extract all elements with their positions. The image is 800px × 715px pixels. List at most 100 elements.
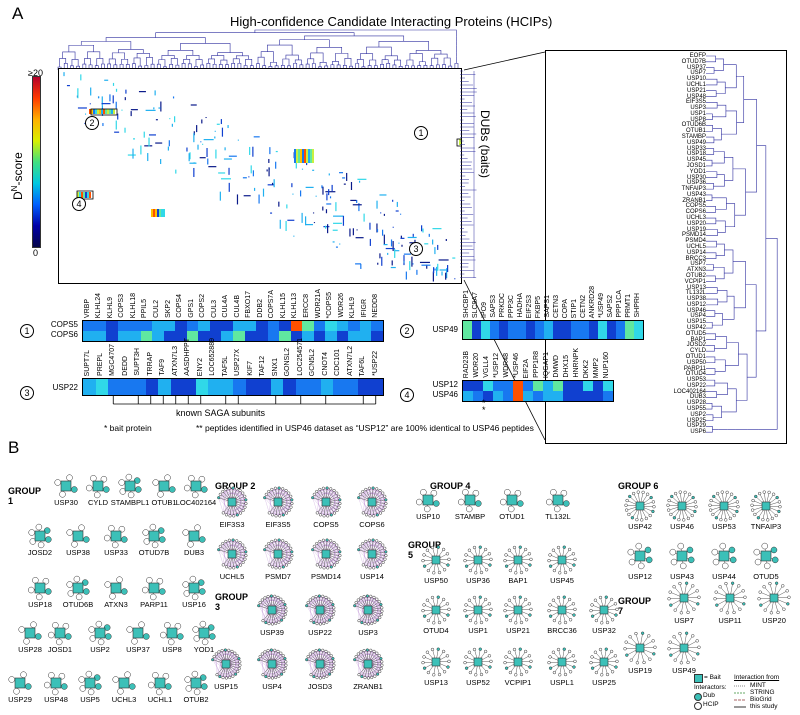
interaction-network: [753, 542, 779, 570]
heatmap-column-label: KIF7: [246, 361, 254, 376]
double-asterisk-mark: * *: [482, 398, 486, 415]
dub-label: USP13: [686, 284, 706, 291]
colorbar-min-label: 0: [33, 248, 39, 258]
interaction-network: [141, 577, 166, 601]
heatmap-cell: [553, 391, 563, 401]
dub-label: USP43: [686, 191, 706, 198]
heatmap-cell: [140, 331, 153, 341]
heatmap-1-marker: 1: [20, 324, 34, 338]
heatmap-cell: [233, 331, 245, 341]
network-label: USP49: [672, 666, 696, 675]
dub-label: OTUD4: [685, 371, 706, 378]
heatmap-column-label: COPA: [561, 298, 569, 318]
panel-a-title: High-confidence Candidate Interacting Pr…: [230, 14, 553, 29]
interaction-network: [263, 486, 294, 518]
heatmap-column-label: HADHA: [516, 293, 524, 318]
heatmap-cell: [209, 331, 222, 341]
heatmap-cell: [634, 321, 643, 339]
heatmap-cell: [513, 381, 523, 391]
network-label: USPL1: [550, 678, 574, 687]
panel-b-letter: B: [8, 438, 20, 457]
heatmap-3-columns: SUPT7L PREPL MGC4707 DEDD SUPT3H TRRAP TAF9 ATX…: [82, 338, 382, 377]
interaction-network: [353, 648, 384, 680]
network-label: USP22: [308, 628, 332, 637]
heatmap-cell: [371, 321, 383, 331]
heatmap-cell: [256, 321, 268, 331]
heatmap-column-label: CETN2: [579, 295, 587, 318]
heatmap-cell: [283, 379, 296, 395]
heatmap-column-label: DMWD: [553, 355, 560, 378]
network-label: USP38: [66, 548, 90, 557]
heatmap-cell: [320, 379, 333, 395]
heatmap-4-row-label: USP12: [432, 380, 458, 389]
heatmap-column-label: SHPRH: [633, 293, 641, 318]
dub-label: USP48: [686, 93, 706, 100]
interaction-network: [182, 524, 206, 548]
heatmap-cell: [175, 321, 187, 331]
heatmap-cell: [493, 391, 503, 401]
heatmap-cell: [83, 321, 95, 331]
heatmap-cell: [95, 379, 108, 395]
interaction-network: [623, 631, 657, 665]
heatmap-cell: [94, 331, 107, 341]
interaction-network: [257, 648, 288, 680]
interaction-network: [750, 490, 782, 522]
heatmap-column-label: HNRNPK: [573, 348, 580, 378]
network-label: USP21: [506, 626, 530, 635]
heatmap-column-label: RAD23B: [463, 350, 470, 378]
network-label: USP52: [466, 678, 490, 687]
heatmap-column-label: CETN3: [552, 295, 560, 318]
heatmap-column-label: SNX1: [271, 357, 279, 376]
heatmap-cell: [106, 321, 118, 331]
legend-bait: = Bait: [704, 674, 721, 681]
dub-label: USP7: [690, 70, 706, 77]
dub-label: ZRANB1: [682, 197, 706, 204]
heatmap-column-label: TAF6L: [359, 355, 367, 377]
heatmap-column-label: EIF2A: [523, 358, 530, 378]
dub-swatch: [694, 693, 702, 701]
group-label: GROUP 2: [215, 481, 256, 491]
network-label: USP11: [718, 616, 742, 625]
network-label: JOSD1: [47, 645, 73, 654]
heatmap-cell: [593, 391, 603, 401]
interaction-network: [28, 523, 52, 549]
heatmap-1-columns: VRBP KLHL24 KLHL9 COPS3 KLHL18 PPIL5 CUL2 SKP2 C…: [82, 288, 382, 318]
dub-label: USP2: [690, 411, 706, 418]
network-label: USP48: [44, 695, 68, 704]
heatmap-column-label: FKBP5: [534, 295, 542, 318]
heatmap-cell: [603, 391, 613, 401]
legend-interactors: Interactors:: [694, 684, 727, 691]
heatmap-cell: [117, 331, 130, 341]
heatmap-column-label: PPIL5: [141, 298, 149, 318]
heatmap-column-label: COPS3: [118, 294, 126, 318]
heatmap-column-label: CUL4B: [233, 295, 241, 318]
heatmap-column-label: USP27X: [234, 349, 242, 376]
heatmap-column-label: SAPS3: [489, 295, 497, 318]
interaction-network: [192, 620, 216, 646]
dub-label: BRCC3: [685, 255, 706, 262]
heatmap-cell: [325, 321, 337, 331]
heatmap-column-label: TRRAP: [146, 352, 154, 376]
network-label: USP42: [628, 522, 652, 531]
legend-source: this study: [750, 703, 778, 710]
heatmap-cell: [209, 321, 222, 331]
interaction-network: [589, 647, 619, 677]
network-label: PSMD14: [310, 572, 341, 581]
heatmap-cell: [573, 391, 583, 401]
network-label: USP43: [670, 572, 694, 581]
heatmap-cell: [133, 379, 146, 395]
colorbar-max-label: ≥20: [28, 68, 43, 78]
heatmap-column-label: IFIGR: [360, 299, 368, 318]
legend-hcip: HCIP: [703, 701, 719, 708]
heatmap-cell: [83, 379, 96, 395]
heatmap-column-label: VRBP: [83, 298, 91, 318]
dub-label: TNFAIP3: [681, 186, 706, 193]
heatmap-column-label: TAF5L: [221, 355, 229, 377]
heatmap-cell: [472, 321, 481, 339]
heatmap-cell: [195, 379, 208, 395]
interaction-network: [66, 524, 90, 548]
heatmap-cell: [483, 391, 493, 401]
group-label: GROUP 1: [8, 486, 42, 506]
dub-label: YOD1: [689, 168, 706, 175]
heatmap-cell: [256, 331, 268, 341]
